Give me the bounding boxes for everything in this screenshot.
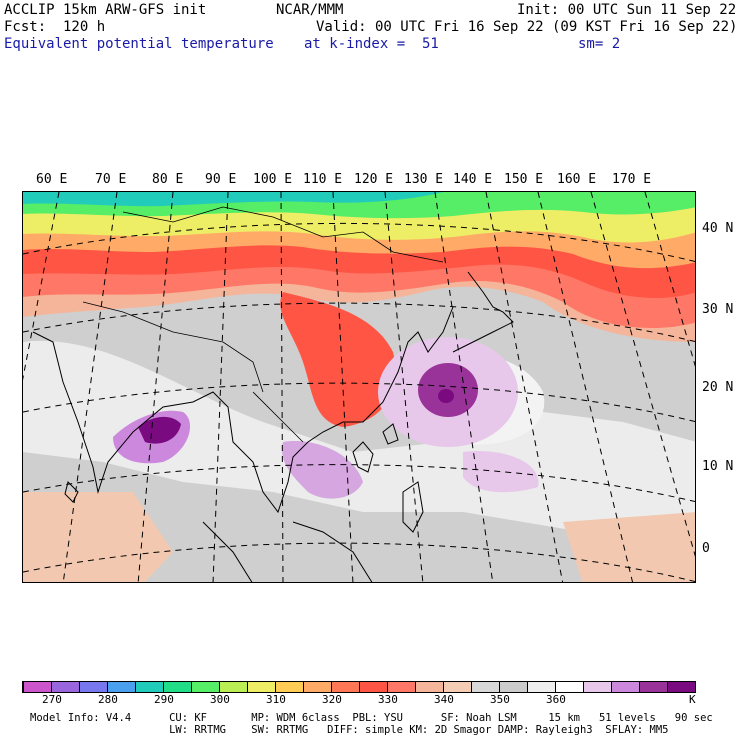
lat-label: 20 N [702, 380, 734, 395]
forecast-hour: Fcst: 120 h [4, 19, 106, 35]
colorbar-swatch [415, 682, 443, 692]
coast-mainland [32, 306, 454, 514]
colorbar-swatch [163, 682, 191, 692]
lon-label: 160 E [557, 172, 597, 187]
colorbar-unit: K [689, 693, 696, 706]
center-name: NCAR/MMM [276, 2, 344, 18]
field-china-tongue [280, 292, 396, 427]
colorbar-swatch [303, 682, 331, 692]
colorbar-swatch [471, 682, 499, 692]
colorbar-swatch [555, 682, 583, 692]
level-label: at k-index = 51 [304, 36, 439, 52]
colorbar-tick: 320 [322, 693, 342, 706]
colorbar-swatch [667, 682, 695, 692]
colorbar-swatch [499, 682, 527, 692]
grid-lat-40 [23, 222, 695, 263]
colorbar-swatch [639, 682, 667, 692]
pacific-lavender [463, 451, 539, 493]
colorbar-swatch [583, 682, 611, 692]
colorbar-swatch [107, 682, 135, 692]
coast-japan [452, 271, 514, 353]
colorbar-tick: 310 [266, 693, 286, 706]
coast-srilanka [64, 481, 79, 503]
grid-lon [590, 192, 695, 557]
colorbar-swatch [331, 682, 359, 692]
model-info-line1: Model Info: V4.4 CU: KF MP: WDM 6class P… [30, 712, 713, 724]
colorbar-swatch [527, 682, 555, 692]
lat-label: 10 N [702, 459, 734, 474]
lon-label: 100 E [253, 172, 293, 187]
theta-e-map [22, 191, 696, 583]
border-north [122, 206, 444, 263]
colorbar-swatch [51, 682, 79, 692]
grid-lat-30 [23, 302, 695, 343]
grid-lon [644, 192, 695, 367]
lat-label: 0 [702, 541, 710, 556]
field-peach-se [563, 512, 695, 582]
lon-label: 80 E [152, 172, 184, 187]
grid-lon [485, 192, 564, 582]
grid-lon [434, 192, 494, 582]
colorbar-swatch [359, 682, 387, 692]
colorbar-tick: 290 [154, 693, 174, 706]
lon-label: 150 E [504, 172, 544, 187]
coast-borneo [292, 521, 373, 582]
colorbar-swatch [219, 682, 247, 692]
colorbar-tick: 360 [546, 693, 566, 706]
field-band-290 [23, 192, 443, 207]
colorbar-tick: 350 [490, 693, 510, 706]
graticule [23, 192, 695, 582]
colorbar-swatch [611, 682, 639, 692]
colorbar-swatch [247, 682, 275, 692]
coast-taiwan [382, 423, 399, 445]
lon-label: 140 E [453, 172, 493, 187]
coastlines [32, 271, 514, 582]
valid-time: Valid: 00 UTC Fri 16 Sep 22 (09 KST Fri … [316, 19, 738, 35]
bengal-core [138, 416, 181, 444]
lat-label: 30 N [702, 302, 734, 317]
colorbar-swatch [387, 682, 415, 692]
border-indochina [252, 391, 304, 443]
lon-label: 70 E [95, 172, 127, 187]
map-field-svg [23, 192, 695, 582]
init-time: Init: 00 UTC Sun 11 Sep 22 [517, 2, 737, 18]
colorbar-tick: 300 [210, 693, 230, 706]
colorbar-tick: 280 [98, 693, 118, 706]
colorbar-swatch [191, 682, 219, 692]
plot-title: ACCLIP 15km ARW-GFS init [4, 2, 207, 18]
grid-lon [537, 192, 634, 582]
colorbar-swatch [443, 682, 471, 692]
smoothing-label: sm= 2 [578, 36, 621, 52]
lat-label: 40 N [702, 221, 734, 236]
lon-label: 170 E [612, 172, 652, 187]
scs-purple [282, 441, 363, 499]
colorbar-swatch [135, 682, 163, 692]
field-name: Equivalent potential temperature [4, 36, 274, 52]
lon-label: 120 E [354, 172, 394, 187]
colorbar-tick: 330 [378, 693, 398, 706]
grid-lat-10 [23, 464, 695, 503]
lon-label: 110 E [303, 172, 343, 187]
grid-lat-20 [23, 382, 695, 423]
lon-label: 130 E [404, 172, 444, 187]
coast-sumatra [202, 521, 253, 582]
field-peach-sw [23, 492, 173, 582]
colorbar [22, 681, 696, 693]
colorbar-swatch [79, 682, 107, 692]
coast-philippines [402, 481, 424, 533]
model-info-line2: LW: RRTMG SW: RRTMG DIFF: simple KM: 2D … [30, 724, 669, 736]
colorbar-tick: 340 [434, 693, 454, 706]
colorbar-swatch [23, 682, 51, 692]
lon-label: 90 E [205, 172, 237, 187]
grid-lat-0 [23, 542, 695, 582]
colorbar-swatch [275, 682, 303, 692]
border-south [82, 301, 264, 393]
lon-label: 60 E [36, 172, 68, 187]
colorbar-tick: 270 [42, 693, 62, 706]
borders [82, 206, 444, 443]
coast-hainan [352, 441, 374, 473]
grid-lon [23, 192, 60, 381]
typhoon-eye [438, 389, 454, 403]
